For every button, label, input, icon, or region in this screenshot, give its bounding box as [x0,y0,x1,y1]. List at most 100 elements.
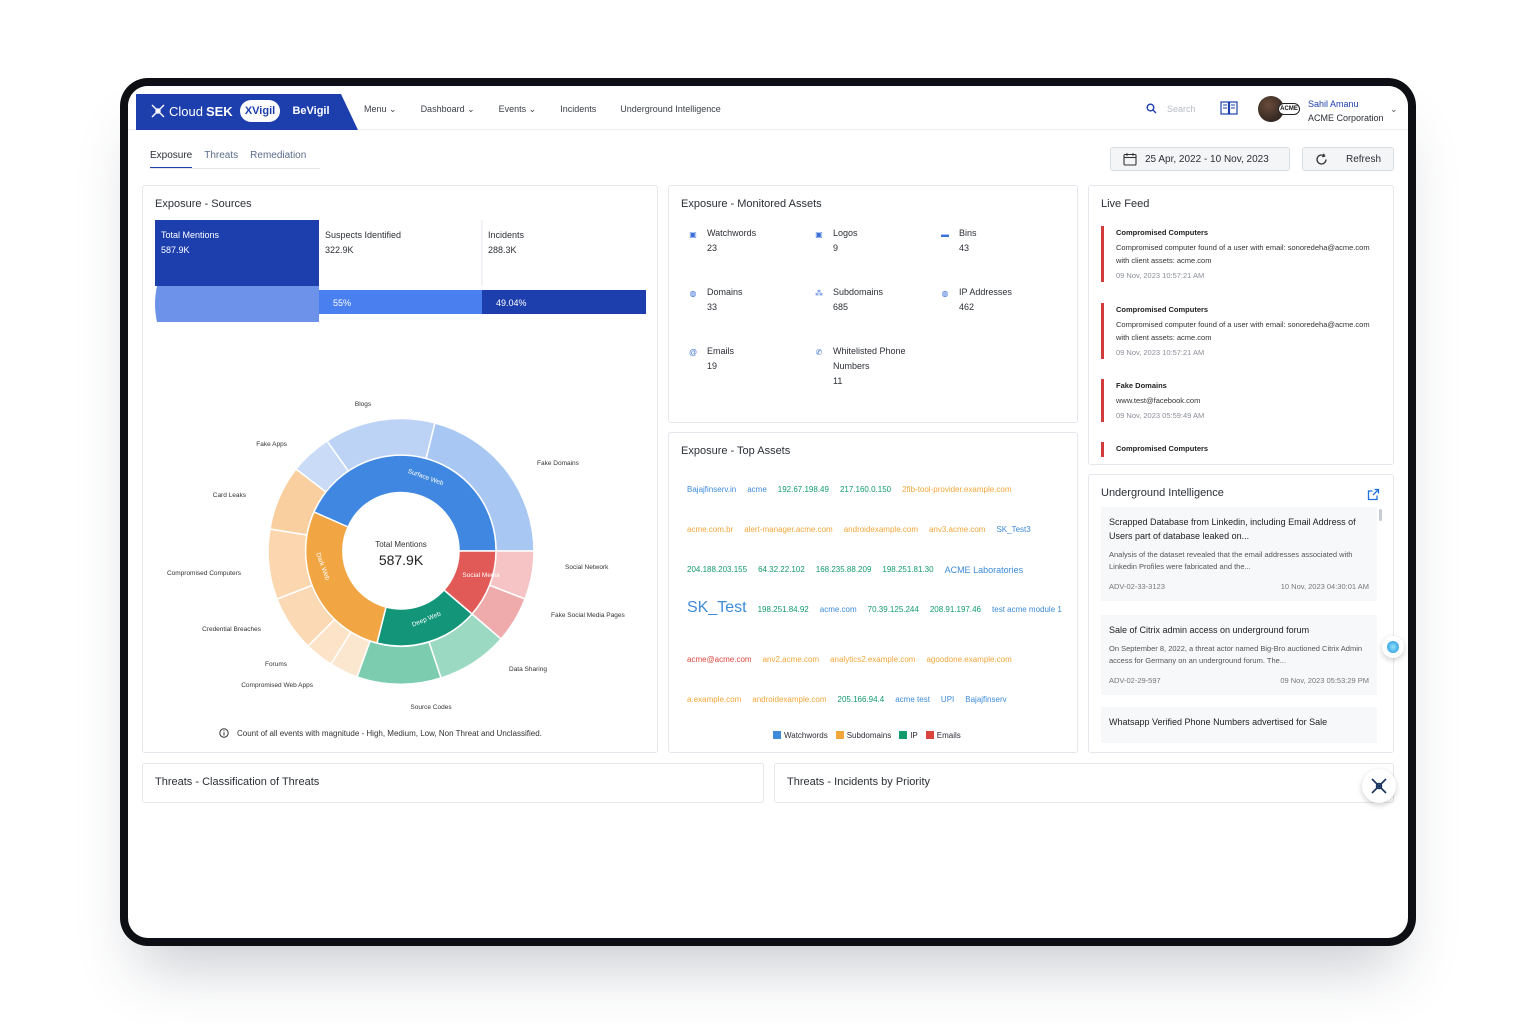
asset-word[interactable]: acme [747,485,767,494]
feed-item[interactable]: Compromised Computers Compromised comput… [1101,226,1377,282]
product-bevigil-toggle[interactable]: BeVigil [292,105,330,117]
chevron-down-icon[interactable]: ⌄ [1390,104,1398,114]
asset-word[interactable]: 198.251.84.92 [757,605,809,614]
outer-label-fake-domains: Fake Domains [537,460,580,467]
asset-word[interactable]: Bajajfinserv [965,695,1007,704]
asset-word[interactable]: alert-manager.acme.com [744,525,833,534]
asset-subdomains[interactable]: ⁂ Subdomains 685 [813,285,883,315]
tab-remediation[interactable]: Remediation [250,150,307,161]
asset-word[interactable]: androidexample.com [843,525,918,534]
cloudsek-launcher-icon [1371,778,1387,794]
asset-word[interactable]: acme test [895,695,930,704]
legend-watchwords[interactable]: Watchwords [773,731,828,740]
nav-events[interactable]: Events ⌄ [498,104,537,114]
feed-item[interactable]: Fake Domains www.test@facebook.com 09 No… [1101,379,1377,422]
asset-word[interactable]: 70.39.125.244 [867,605,919,614]
asset-word[interactable]: acme.com.br [687,525,734,534]
outer-label-fake-social-media: Fake Social Media Pages [551,612,625,619]
asset-word[interactable]: agoodone.example.com [926,655,1012,664]
user-name: Sahil Amanu [1308,99,1359,109]
suspects-stat: Suspects Identified 322.9K [325,228,401,258]
asset-word[interactable]: Bajajfinserv.in [687,485,737,494]
legend-ip[interactable]: IP [899,731,918,740]
asset-word[interactable]: a.example.com [687,695,742,704]
chat-launcher-button[interactable] [1362,769,1396,803]
asset-word[interactable]: 192.67.198.49 [777,485,829,494]
nav-dashboard[interactable]: Dashboard ⌄ [420,104,475,114]
user-info[interactable]: Sahil Amanu ACME Corporation [1308,97,1384,125]
asset-word[interactable]: acme.com [819,605,857,614]
asset-label: Whitelisted Phone Numbers [833,346,906,371]
legend-subdomains[interactable]: Subdomains [835,731,891,740]
feed-item-time: 09 Nov, 2023 05:59:49 AM [1116,411,1205,420]
refresh-icon [1316,153,1327,165]
asset-word[interactable]: anv3.acme.com [928,525,986,534]
intel-item-title: Whatsapp Verified Phone Numbers advertis… [1109,717,1328,727]
asset-word[interactable]: 168.235.88.209 [815,565,872,574]
tab-threats[interactable]: Threats [204,150,239,161]
asset-ip-addresses[interactable]: ◍ IP Addresses 462 [939,285,1012,315]
legend-emails[interactable]: Emails [925,731,961,740]
asset-word[interactable]: UPI [940,695,955,704]
inner-label-social-media: Social Media [462,572,500,579]
asset-word[interactable]: 217.160.0.150 [839,485,892,494]
asset-word[interactable]: 64.32.22.102 [758,565,805,574]
asset-word[interactable]: SK_Test [687,599,747,616]
asset-word[interactable]: androidexample.com [752,695,827,704]
sources-footnote: Count of all events with magnitude - Hig… [219,728,542,738]
asset-word[interactable]: anv2.acme.com [762,655,820,664]
asset-word[interactable]: analytics2.example.com [830,655,916,664]
docs-book-icon[interactable] [1220,101,1238,115]
refresh-button[interactable]: Refresh [1302,147,1394,171]
nav-underground-intelligence[interactable]: Underground Intelligence [620,104,721,114]
incidents-label: Incidents [488,230,525,240]
asset-label: Domains [707,287,743,297]
scrollbar-thumb[interactable] [1379,509,1382,521]
intel-item[interactable]: Whatsapp Verified Phone Numbers advertis… [1101,707,1377,743]
asset-word[interactable]: acme@acme.com [687,655,752,664]
asset-word[interactable]: test acme module 1 [992,605,1062,614]
intel-item[interactable]: Sale of Citrix admin access on undergrou… [1101,615,1377,695]
tab-exposure[interactable]: Exposure [150,150,193,169]
asset-logos[interactable]: ▣ Logos 9 [813,226,857,256]
asset-emails[interactable]: @ Emails 19 [687,344,734,374]
asset-word[interactable]: ACME Laboratories [944,565,1024,575]
assistant-dot-button[interactable] [1382,636,1404,658]
feed-item-desc: Compromised computer found of a user wit… [1116,243,1370,265]
asset-word[interactable]: 198.251.81.30 [882,565,934,574]
asset-whitelisted-phones[interactable]: ✆ Whitelisted Phone Numbers 11 [813,344,923,389]
cloudsek-logo[interactable]: Cloud SEK [150,103,233,119]
search-placeholder: Search [1167,103,1196,114]
nav-incidents[interactable]: Incidents [560,104,597,114]
feed-item[interactable]: Compromised Computers Compromised comput… [1101,303,1377,359]
external-link-icon[interactable] [1367,488,1380,501]
outer-label-compromised-computers: Compromised Computers [167,570,242,577]
product-xvigil-toggle[interactable]: XVigil [240,100,280,122]
outer-label-blogs: Blogs [355,401,372,408]
credit-card-icon: ▬ [941,229,949,239]
asset-label: IP Addresses [959,287,1012,297]
asset-word[interactable]: 208.91.197.46 [929,605,982,614]
asset-value: 685 [833,302,849,312]
asset-word[interactable]: SK_Test3 [996,525,1031,534]
org-badge: ACME [1278,103,1300,115]
asset-word[interactable]: 204.188.203.155 [687,565,748,574]
search-box[interactable]: Search [1146,103,1196,114]
date-range-picker[interactable]: 25 Apr, 2022 - 10 Nov, 2023 [1110,147,1290,171]
asset-bins[interactable]: ▬ Bins 43 [939,226,977,256]
nav-menu[interactable]: Menu ⌄ [364,104,397,114]
date-range-text: 25 Apr, 2022 - 10 Nov, 2023 [1145,153,1269,165]
asset-value: 462 [959,302,975,312]
asset-word[interactable]: 2fib-tool-provider.example.com [902,485,1012,494]
sitemap-icon: ⁂ [815,288,823,298]
suspects-label: Suspects Identified [325,230,402,240]
asset-word[interactable]: 205.166.94.4 [837,695,885,704]
sunburst-inner-surface-web [313,454,497,552]
asset-value: 43 [959,243,970,253]
asset-watchwords[interactable]: ▣ Watchwords 23 [687,226,756,256]
intel-item[interactable]: Scrapped Database from Linkedin, includi… [1101,507,1377,601]
asset-domains[interactable]: ◍ Domains 33 [687,285,743,315]
calendar-icon [1123,153,1137,166]
intel-item-id: ADV-02-33-3123 [1109,582,1165,591]
feed-item[interactable]: Compromised Computers [1101,442,1377,457]
